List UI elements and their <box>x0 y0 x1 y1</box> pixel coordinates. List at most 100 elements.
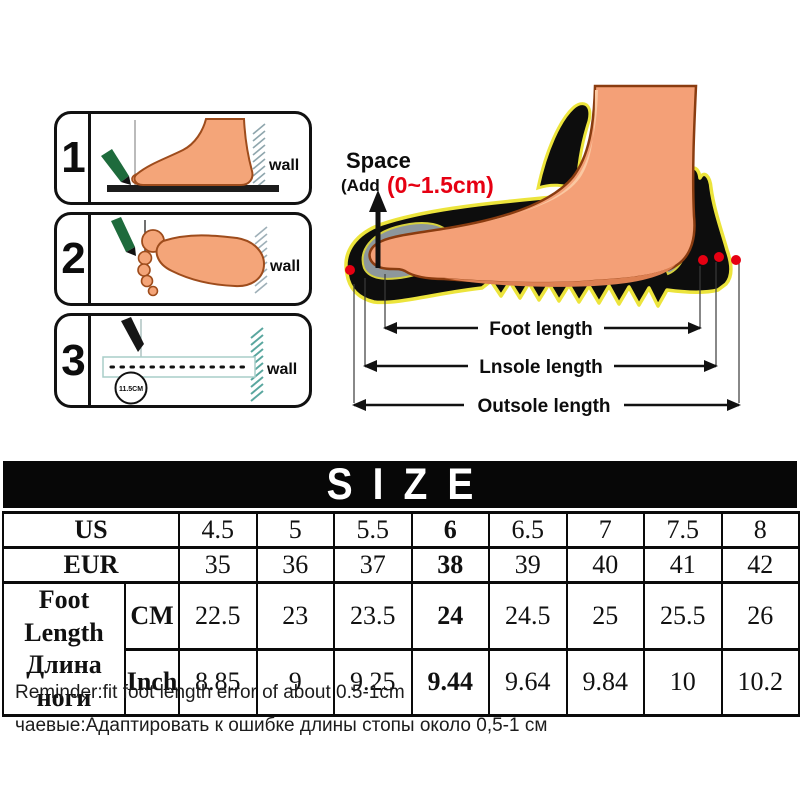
toe <box>137 263 151 277</box>
step-illustration: wall <box>91 114 309 202</box>
size-table: US 4.5 5 5.5 6 6.5 7 7.5 8 EUR 35 36 37 … <box>2 511 800 717</box>
ruler <box>102 356 256 378</box>
toe <box>140 274 154 288</box>
pencil-tip <box>126 247 136 256</box>
toe <box>147 285 159 297</box>
size-row-eur: EUR 35 36 37 38 39 40 41 42 <box>2 546 800 584</box>
size-row-us: US 4.5 5 5.5 6 6.5 7 7.5 8 <box>2 511 800 549</box>
size-cell: 25.5 <box>643 581 723 651</box>
reminder-text: Reminder:fit foot length error of about … <box>15 676 547 742</box>
size-cell: 26 <box>720 581 800 651</box>
size-cell: 24.5 <box>488 581 568 651</box>
row-header-foot-length: Foot Length Длина ноги <box>2 581 126 717</box>
measurement-steps: 1 wall 2 <box>54 111 314 408</box>
step2-drawing: wall <box>111 217 300 297</box>
size-title: SIZE <box>326 459 494 509</box>
step1-drawing: wall <box>101 118 299 192</box>
row-header-us: US <box>2 511 180 549</box>
size-cell: 10 <box>643 647 723 717</box>
length-callout-circle <box>114 371 148 405</box>
pencil-icon <box>121 317 144 352</box>
size-row-cm: Foot Length Длина ноги CM 22.5 23 23.5 2… <box>2 581 800 717</box>
size-cell: 8 <box>720 511 800 549</box>
space-label: Space <box>346 148 411 173</box>
space-arrowhead <box>369 190 387 212</box>
size-cell: 6 <box>410 511 490 549</box>
red-dot <box>345 265 355 275</box>
ruler-length-label: 11.5CM <box>119 386 143 393</box>
size-cell: 37 <box>333 546 413 584</box>
row-header-inch: Inch <box>124 647 180 717</box>
step-number: 3 <box>57 316 91 405</box>
size-cell: 9.64 <box>488 647 568 717</box>
size-cell: 38 <box>410 546 490 584</box>
measure-guide-lines <box>353 262 740 403</box>
step-illustration: wall <box>91 215 309 303</box>
step-number: 2 <box>57 215 91 303</box>
foot-side-view <box>133 118 254 186</box>
red-dot <box>698 255 708 265</box>
size-cell: 22.5 <box>178 581 258 651</box>
space-add-value: (0~1.5cm) <box>387 172 494 198</box>
size-cell: 9 <box>255 647 335 717</box>
size-cell: 9.44 <box>410 647 490 717</box>
space-add-label: (Add <box>341 176 380 195</box>
toe <box>137 250 153 266</box>
size-cell: 40 <box>565 546 645 584</box>
size-cell: 5 <box>255 511 335 549</box>
size-cell: 41 <box>643 546 723 584</box>
size-cell: 23 <box>255 581 335 651</box>
insole-length-label: Lnsole length <box>479 357 603 378</box>
pencil-tip <box>121 176 131 185</box>
wall-hatch <box>252 123 266 191</box>
foot-length-label: Foot length <box>489 319 592 340</box>
reminder-text-ru: чаевые:Адаптировать к ошибке длины стопы… <box>15 715 548 736</box>
size-cell: 7 <box>565 511 645 549</box>
step-illustration: 11.5CM wall <box>91 316 309 405</box>
row-header-cm: CM <box>124 581 180 651</box>
size-cell: 7.5 <box>643 511 723 549</box>
foot-illustration <box>368 84 698 285</box>
size-row-inch: Inch 8.85 9 9.25 9.44 9.64 9.84 10 10.2 <box>3 647 800 717</box>
size-cell: 9.25 <box>333 647 413 717</box>
size-cell: 42 <box>720 546 800 584</box>
floor-bar <box>107 185 279 192</box>
size-cell: 35 <box>178 546 258 584</box>
shoe-fit-diagram: Foot length Lnsole length Outsole length… <box>332 78 800 426</box>
shoe-drawing: Foot length Lnsole length Outsole length… <box>341 84 741 417</box>
size-cell: 36 <box>255 546 335 584</box>
red-dot <box>731 255 741 265</box>
pencil-icon <box>101 149 129 182</box>
step3-drawing: 11.5CM wall <box>102 317 297 405</box>
row-header-eur: EUR <box>2 546 180 584</box>
outsole-length-label: Outsole length <box>478 396 611 417</box>
foot-top-view <box>155 234 266 288</box>
size-cell: 24 <box>410 581 490 651</box>
measurement-step-3: 3 11.5CM wall <box>54 313 312 408</box>
label-bg <box>464 393 624 417</box>
reminder-text-en: Reminder:fit foot length error of about … <box>15 682 405 703</box>
wall-label: wall <box>269 258 300 275</box>
foot-shadow <box>444 264 676 287</box>
foot-length-en: Foot Length <box>24 585 104 647</box>
measurement-step-1: 1 wall <box>54 111 312 205</box>
size-cell: 23.5 <box>333 581 413 651</box>
label-bg <box>478 316 604 340</box>
size-banner: SIZE <box>3 459 797 509</box>
size-cell: 9.84 <box>565 647 645 717</box>
wall-label: wall <box>266 361 297 378</box>
pencil-icon <box>111 217 135 252</box>
wall-hatch <box>250 327 264 402</box>
foot-length-ru: Длина ноги <box>26 650 102 712</box>
step-number: 1 <box>57 114 91 202</box>
label-bg <box>468 354 614 378</box>
size-cell: 6.5 <box>488 511 568 549</box>
size-cell: 8.85 <box>178 647 258 717</box>
size-cell: 25 <box>565 581 645 651</box>
size-cell: 39 <box>488 546 568 584</box>
measurement-step-2: 2 wall <box>54 212 312 306</box>
red-dot <box>714 252 724 262</box>
size-cell: 10.2 <box>720 647 800 717</box>
size-cell: 5.5 <box>333 511 413 549</box>
